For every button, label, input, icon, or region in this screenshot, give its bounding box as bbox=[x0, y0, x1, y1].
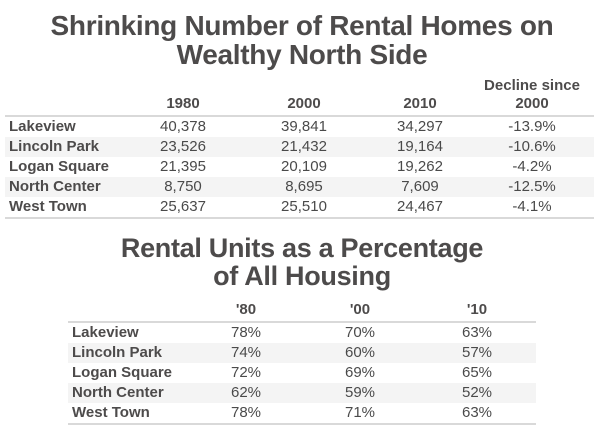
cell-2000: 25,510 bbox=[281, 198, 327, 215]
table2-title-line2: of All Housing bbox=[213, 261, 391, 291]
cell-80: 62% bbox=[230, 384, 262, 401]
table2-title: Rental Units as a Percentage of All Hous… bbox=[0, 234, 604, 290]
table-row: West Town 78% 71% 63% bbox=[68, 403, 536, 424]
header-1980: 1980 bbox=[166, 95, 200, 112]
header-decline-line1: Decline since bbox=[484, 77, 580, 94]
cell-2000: 20,109 bbox=[281, 158, 327, 175]
neighborhood-name: Logan Square bbox=[9, 158, 110, 175]
header-neighborhood bbox=[68, 298, 190, 322]
header-decline: Decline since 2000 bbox=[470, 76, 594, 116]
table-row: Lakeview 40,378 39,841 34,297 -13.9% bbox=[5, 116, 594, 137]
cell-00: 71% bbox=[344, 404, 376, 421]
cell-decline: -12.5% bbox=[508, 178, 556, 195]
cell-2010: 34,297 bbox=[397, 118, 443, 135]
cell-00: 59% bbox=[344, 384, 376, 401]
neighborhood-name: Logan Square bbox=[72, 364, 173, 381]
cell-10: 63% bbox=[461, 324, 493, 341]
cell-decline: -4.1% bbox=[512, 198, 552, 215]
rental-percentage-table: '80 '00 '10 Lakeview 78% 70% 63% Lincoln… bbox=[68, 298, 536, 425]
table1-title-line1: Shrinking Number of Rental Homes on bbox=[50, 10, 554, 41]
table-row: Lakeview 78% 70% 63% bbox=[68, 322, 536, 343]
neighborhood-name: West Town bbox=[9, 198, 87, 215]
neighborhood-name: Lakeview bbox=[9, 118, 76, 135]
table1-header-row: 1980 2000 2010 Decline since 2000 bbox=[5, 76, 594, 116]
table-row: North Center 62% 59% 52% bbox=[68, 383, 536, 403]
cell-decline: -10.6% bbox=[508, 138, 556, 155]
table-row: Logan Square 21,395 20,109 19,262 -4.2% bbox=[5, 157, 594, 177]
cell-2000: 39,841 bbox=[281, 118, 327, 135]
cell-1980: 40,378 bbox=[160, 118, 206, 135]
neighborhood-name: North Center bbox=[9, 178, 101, 195]
cell-2000: 8,695 bbox=[285, 178, 323, 195]
cell-decline: -4.2% bbox=[512, 158, 552, 175]
cell-1980: 25,637 bbox=[160, 198, 206, 215]
cell-2010: 24,467 bbox=[397, 198, 443, 215]
cell-2010: 19,262 bbox=[397, 158, 443, 175]
header-2000: 2000 bbox=[287, 95, 321, 112]
header-80: '80 bbox=[235, 301, 257, 318]
cell-80: 78% bbox=[230, 324, 262, 341]
cell-10: 57% bbox=[461, 344, 493, 361]
header-2010: 2010 bbox=[403, 95, 437, 112]
table1-title: Shrinking Number of Rental Homes on Weal… bbox=[0, 11, 604, 69]
cell-80: 78% bbox=[230, 404, 262, 421]
table-row: Lincoln Park 74% 60% 57% bbox=[68, 343, 536, 363]
neighborhood-name: Lincoln Park bbox=[72, 344, 163, 361]
header-decline-line2: 2000 bbox=[515, 95, 549, 112]
header-neighborhood bbox=[5, 76, 128, 116]
cell-00: 70% bbox=[344, 324, 376, 341]
cell-10: 52% bbox=[461, 384, 493, 401]
table2-title-line1: Rental Units as a Percentage bbox=[120, 233, 484, 263]
neighborhood-name: West Town bbox=[72, 404, 150, 421]
table-row: Lincoln Park 23,526 21,432 19,164 -10.6% bbox=[5, 137, 594, 157]
cell-2010: 19,164 bbox=[397, 138, 443, 155]
cell-2000: 21,432 bbox=[281, 138, 327, 155]
cell-1980: 21,395 bbox=[160, 158, 206, 175]
table-row: West Town 25,637 25,510 24,467 -4.1% bbox=[5, 197, 594, 218]
cell-1980: 23,526 bbox=[160, 138, 206, 155]
cell-80: 72% bbox=[230, 364, 262, 381]
table2-header-row: '80 '00 '10 bbox=[68, 298, 536, 322]
cell-80: 74% bbox=[230, 344, 262, 361]
cell-10: 65% bbox=[461, 364, 493, 381]
cell-10: 63% bbox=[461, 404, 493, 421]
cell-1980: 8,750 bbox=[164, 178, 202, 195]
cell-00: 69% bbox=[344, 364, 376, 381]
table1-title-line2: Wealthy North Side bbox=[176, 39, 428, 70]
cell-decline: -13.9% bbox=[508, 118, 556, 135]
table-row: Logan Square 72% 69% 65% bbox=[68, 363, 536, 383]
rental-homes-table: 1980 2000 2010 Decline since 2000 Lakevi… bbox=[5, 76, 594, 219]
cell-2010: 7,609 bbox=[401, 178, 439, 195]
cell-00: 60% bbox=[344, 344, 376, 361]
header-10: '10 bbox=[466, 301, 488, 318]
header-00: '00 bbox=[349, 301, 371, 318]
neighborhood-name: Lakeview bbox=[72, 324, 139, 341]
table-row: North Center 8,750 8,695 7,609 -12.5% bbox=[5, 177, 594, 197]
neighborhood-name: Lincoln Park bbox=[9, 138, 100, 155]
neighborhood-name: North Center bbox=[72, 384, 164, 401]
